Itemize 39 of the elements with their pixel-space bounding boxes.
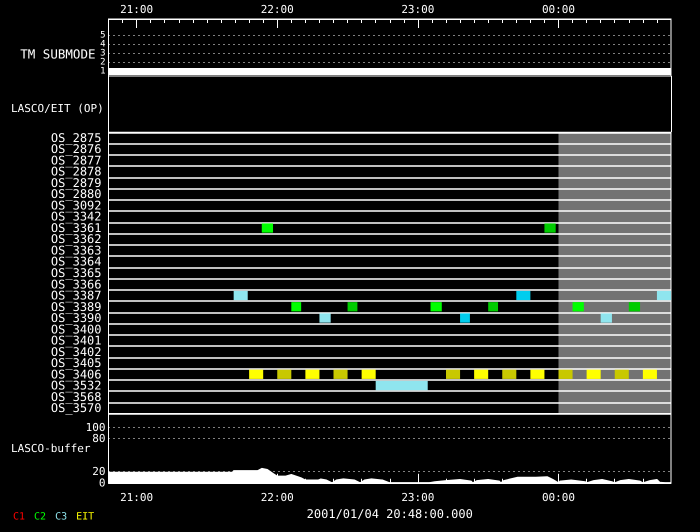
y-tick-label: 5 — [100, 30, 106, 40]
x-tick-label: 22:00 — [260, 3, 294, 16]
legend-label: C1 — [13, 512, 26, 522]
x-tick-label: 00:00 — [542, 490, 576, 504]
y-tick-label: OS_3342 — [50, 210, 102, 224]
y-tick-label: OS_3365 — [50, 266, 102, 280]
y-tick-label: OS_3390 — [50, 311, 102, 326]
y-tick-label: OS_2876 — [50, 142, 102, 156]
y-tick-label: OS_2880 — [50, 187, 102, 202]
y-tick-label: 3 — [100, 48, 106, 58]
y-tick-label: OS_3362 — [50, 232, 102, 246]
y-tick-label: OS_3405 — [50, 356, 102, 370]
y-tick-label: OS_3364 — [50, 254, 102, 269]
x-tick-label: 23:00 — [401, 3, 434, 16]
y-tick-label: 0 — [98, 476, 106, 490]
chart-title: LASCO/EIT (OP) — [11, 102, 104, 115]
text: EIT — [76, 512, 94, 522]
x-tick-label: 21:00 — [120, 490, 154, 504]
y-tick-label: 4 — [100, 39, 106, 50]
y-tick-label: 2 — [100, 57, 106, 68]
y-tick-label: OS_2875 — [50, 130, 102, 145]
y-axis-title: LASCO-buffer — [11, 442, 91, 455]
y-tick-label: 1 — [100, 66, 106, 76]
y-tick-label: OS_3387 — [50, 288, 102, 303]
x-tick-label: 00:00 — [542, 3, 576, 16]
x-tick-label: 21:00 — [120, 3, 154, 16]
y-tick-label: 20 — [92, 465, 106, 478]
text: C2 — [34, 512, 46, 522]
y-tick-label: OS_3570 — [50, 401, 102, 416]
y-axis-title: TM SUBMODE — [20, 46, 96, 62]
x-axis-title: 2001/01/04 20:48:00.000 — [306, 506, 473, 521]
y-tick-label: OS_3401 — [50, 334, 102, 348]
y-tick-label: OS_2878 — [50, 164, 102, 179]
y-tick-label: 100 — [86, 421, 106, 434]
y-tick-label: OS_3532 — [50, 378, 102, 393]
x-tick-label: 23:00 — [401, 490, 434, 504]
x-tick-label: 22:00 — [260, 490, 294, 504]
text: C3 — [55, 512, 68, 522]
y-tick-label: 80 — [92, 432, 106, 446]
